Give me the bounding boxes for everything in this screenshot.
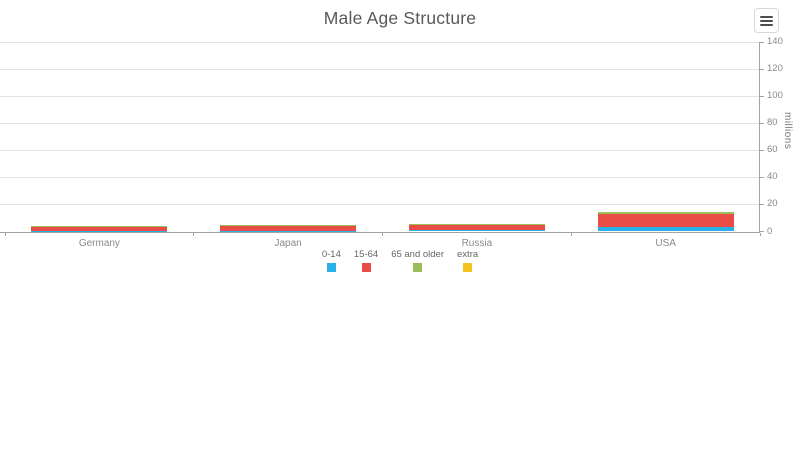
bar-segment-65-and-older[interactable] <box>597 212 734 215</box>
y-axis-tick <box>759 41 764 43</box>
y-axis-tick-label: 20 <box>767 198 778 210</box>
x-axis-tick <box>570 232 572 236</box>
legend-item-65-and-older[interactable]: 65 and older <box>391 250 444 272</box>
bar-segment-15-64[interactable] <box>408 224 545 231</box>
y-axis-tick <box>759 231 764 232</box>
legend-label: 65 and older <box>391 249 445 260</box>
y-axis-tick <box>759 122 764 124</box>
y-axis-tick-label: 40 <box>767 171 778 183</box>
bar-segment-15-64[interactable] <box>597 214 734 228</box>
legend-marker <box>463 263 473 272</box>
gridline <box>0 68 760 70</box>
x-axis-tick <box>4 232 6 236</box>
y-axis-title: millions <box>782 112 793 150</box>
category-label: USA <box>655 237 676 249</box>
bar-segment-65-and-older[interactable] <box>31 225 168 228</box>
y-axis-tick-label: 60 <box>767 144 778 156</box>
bar-segment-0-14[interactable] <box>597 227 734 232</box>
y-axis-tick-label: 80 <box>767 117 778 129</box>
legend-marker <box>326 263 336 272</box>
bar-segment-0-14[interactable] <box>408 230 545 232</box>
y-axis-tick-label: 140 <box>767 36 783 47</box>
y-axis-tick-label: 0 <box>767 225 773 237</box>
gridline <box>0 176 760 178</box>
x-axis-tick <box>382 232 383 236</box>
legend-marker <box>361 263 371 272</box>
y-axis-tick <box>759 176 764 178</box>
y-axis-tick <box>759 203 764 205</box>
chart-title: Male Age Structure <box>323 8 477 28</box>
legend-label: 15-64 <box>353 249 379 260</box>
y-axis-tick-label: 100 <box>767 90 783 102</box>
y-axis-tick <box>759 149 764 151</box>
bar-segment-15-64[interactable] <box>31 227 168 232</box>
legend-item-extra[interactable]: extra <box>457 250 478 272</box>
y-axis-tick <box>759 95 764 97</box>
chart-legend: 0-14 15-64 65 and older extra <box>0 250 800 272</box>
legend-label: extra <box>457 249 479 260</box>
export-menu-button[interactable] <box>754 8 779 33</box>
gridline <box>0 203 760 205</box>
y-axis-tick <box>759 68 764 70</box>
legend-marker <box>413 263 423 272</box>
bar-segment-65-and-older[interactable] <box>408 223 545 225</box>
y-axis-tick-label: 120 <box>767 63 783 75</box>
y-axis-line <box>759 41 760 233</box>
x-axis-tick <box>759 232 761 236</box>
category-label: Russia <box>461 237 493 249</box>
bar-segment-65-and-older[interactable] <box>220 225 357 227</box>
gridline <box>0 41 760 43</box>
legend-item-0-14[interactable]: 0-14 <box>322 250 341 272</box>
category-label: Japan <box>274 237 302 249</box>
plot-area: 0 20 40 60 80 100 120 140 millions Germany Japan Ru… <box>0 36 793 249</box>
bar-segment-15-64[interactable] <box>220 226 357 232</box>
gridline <box>0 95 760 97</box>
x-axis-line <box>0 231 760 233</box>
gridline <box>0 122 760 124</box>
legend-item-15-64[interactable]: 15-64 <box>354 250 378 272</box>
hamburger-icon <box>760 15 773 26</box>
x-axis-tick <box>193 232 195 236</box>
gridline <box>0 149 760 151</box>
legend-label: 0-14 <box>321 249 341 260</box>
category-label: Germany <box>78 237 120 249</box>
